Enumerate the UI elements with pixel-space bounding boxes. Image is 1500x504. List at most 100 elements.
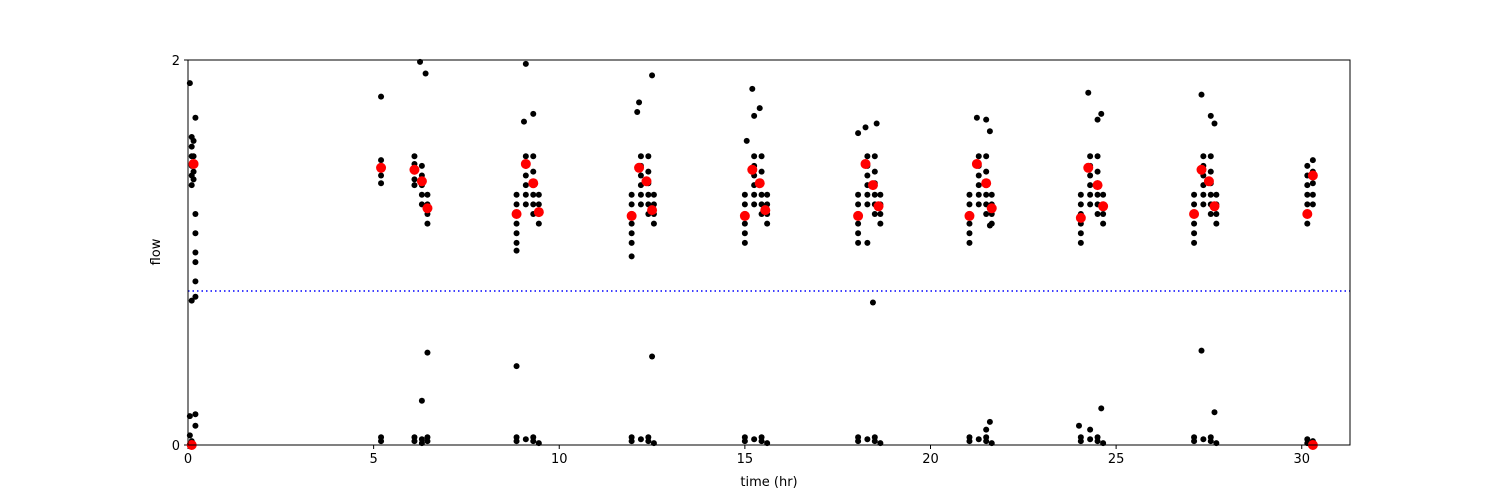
- point: [511, 209, 522, 219]
- point: [424, 191, 431, 198]
- x-tick-label: 10: [551, 452, 568, 467]
- point: [1092, 180, 1103, 191]
- point: [637, 201, 644, 208]
- point: [747, 164, 758, 175]
- point: [411, 182, 418, 189]
- point: [535, 220, 542, 227]
- point: [855, 239, 862, 246]
- point: [628, 434, 635, 441]
- point: [873, 120, 880, 127]
- y-tick-label: 0: [172, 439, 180, 454]
- point: [188, 297, 195, 304]
- point: [513, 201, 520, 208]
- point: [409, 164, 420, 175]
- point: [871, 153, 878, 160]
- x-tick-label: 30: [1293, 452, 1310, 467]
- point: [1213, 220, 1220, 227]
- point: [1087, 153, 1094, 160]
- point: [530, 153, 537, 160]
- point: [743, 137, 750, 144]
- point: [1075, 422, 1082, 429]
- point: [983, 191, 990, 198]
- point: [418, 397, 425, 404]
- x-tick-label: 5: [369, 452, 377, 467]
- point: [513, 220, 520, 227]
- point: [522, 153, 529, 160]
- point: [741, 220, 748, 227]
- point: [192, 293, 199, 300]
- point: [864, 153, 871, 160]
- point: [864, 239, 871, 246]
- point: [966, 220, 973, 227]
- point: [758, 153, 765, 160]
- x-tick-label: 20: [922, 452, 939, 467]
- point: [628, 201, 635, 208]
- point: [513, 434, 520, 441]
- point: [1191, 239, 1198, 246]
- point: [530, 110, 537, 117]
- point: [1207, 153, 1214, 160]
- point: [871, 211, 878, 217]
- point: [877, 191, 884, 198]
- point: [190, 176, 197, 183]
- point: [424, 434, 431, 441]
- point: [378, 157, 385, 164]
- point: [860, 158, 871, 169]
- point: [634, 108, 641, 115]
- point: [1077, 230, 1084, 237]
- point: [522, 182, 529, 189]
- point: [647, 205, 658, 216]
- point: [764, 191, 771, 198]
- point: [1077, 191, 1084, 198]
- point: [634, 162, 645, 173]
- point: [1087, 172, 1094, 179]
- point: [1085, 89, 1092, 96]
- point: [741, 434, 748, 441]
- point: [871, 191, 878, 198]
- point: [535, 201, 542, 208]
- point: [1077, 434, 1084, 441]
- point: [1191, 191, 1198, 198]
- point: [628, 253, 635, 260]
- point: [873, 201, 884, 212]
- point: [528, 178, 539, 189]
- point: [741, 239, 748, 246]
- point: [424, 349, 431, 356]
- point: [981, 178, 992, 189]
- point: [520, 118, 527, 125]
- point: [1094, 153, 1101, 160]
- point: [192, 278, 199, 285]
- point: [1309, 191, 1316, 198]
- point: [986, 128, 993, 135]
- point: [378, 434, 385, 441]
- point: [1307, 170, 1318, 181]
- point: [422, 203, 433, 214]
- point: [520, 158, 531, 169]
- point: [645, 191, 652, 198]
- point: [1087, 182, 1094, 189]
- point: [764, 220, 771, 227]
- point: [637, 153, 644, 160]
- point: [758, 168, 765, 175]
- point: [411, 153, 418, 160]
- point: [192, 211, 199, 217]
- point: [983, 168, 990, 175]
- point: [418, 191, 425, 198]
- point: [986, 203, 997, 214]
- point: [513, 247, 520, 254]
- point: [1198, 91, 1205, 98]
- point: [1189, 209, 1200, 219]
- point: [416, 176, 427, 187]
- point: [1100, 220, 1107, 227]
- point: [867, 180, 878, 191]
- point: [1100, 191, 1107, 198]
- point: [649, 353, 656, 360]
- point: [966, 230, 973, 237]
- point: [1304, 220, 1311, 227]
- point: [864, 191, 871, 198]
- point: [1191, 230, 1198, 237]
- point: [535, 191, 542, 198]
- point: [966, 239, 973, 246]
- point: [1098, 201, 1109, 212]
- point: [1213, 211, 1220, 217]
